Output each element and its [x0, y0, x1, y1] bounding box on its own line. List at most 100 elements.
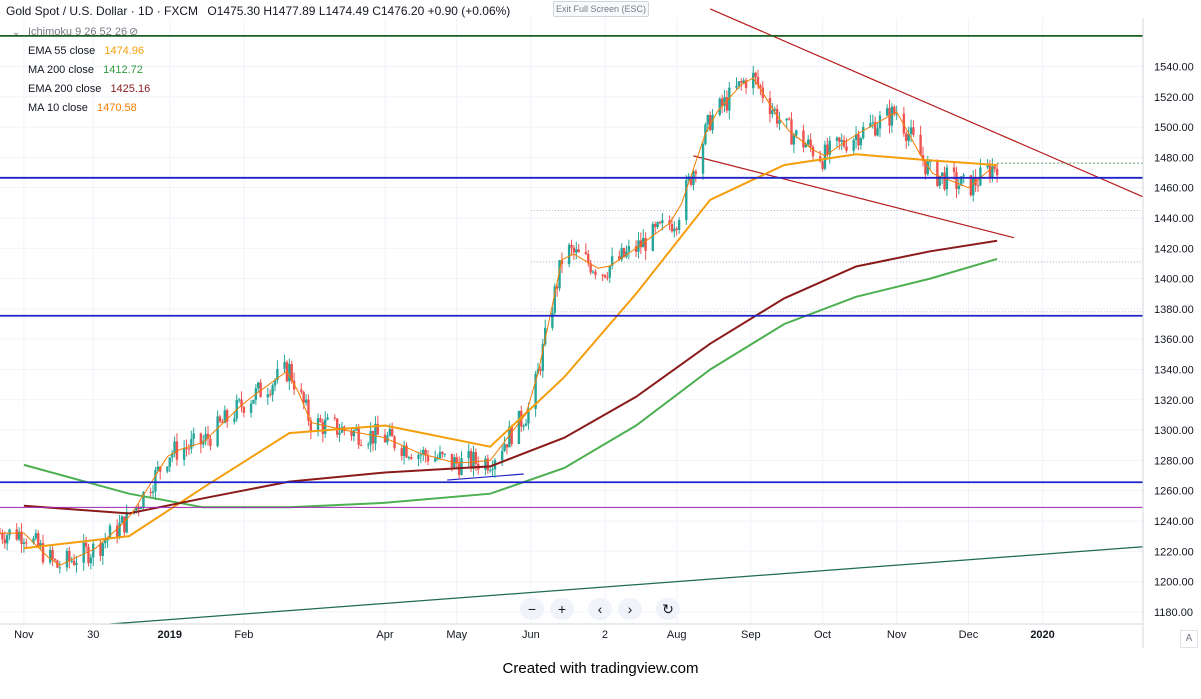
candle-body	[49, 549, 52, 563]
candle-body	[711, 114, 714, 130]
zoom-in-button[interactable]: +	[550, 598, 574, 620]
candle-body	[223, 410, 226, 423]
candle-body	[924, 160, 927, 175]
candle-body	[17, 531, 21, 540]
candle-body	[838, 137, 841, 142]
candle-body	[885, 108, 889, 116]
candle-body	[92, 543, 95, 558]
candle-body	[658, 222, 662, 224]
candle-body	[644, 237, 647, 251]
candle-body	[402, 445, 406, 456]
candle-body	[135, 506, 138, 511]
candle-body	[823, 144, 827, 169]
candle-body	[316, 418, 320, 432]
candle-body	[795, 130, 798, 136]
candle-body	[417, 454, 420, 459]
candle-body	[269, 394, 272, 396]
indicator-value: 1425.16	[110, 83, 151, 95]
candle-body	[216, 416, 219, 447]
candle-body	[859, 138, 863, 146]
candle-body	[759, 85, 762, 88]
price-tick-label: 1460.00	[1154, 183, 1194, 195]
time-tick-label: Dec	[959, 629, 979, 641]
visibility-hidden-icon[interactable]: ⊘	[129, 26, 139, 38]
time-tick-label: 2019	[158, 629, 182, 641]
candle-body	[1, 533, 4, 540]
time-tick-label: Nov	[14, 629, 34, 641]
candle-body	[407, 457, 411, 459]
candle-body	[912, 127, 915, 135]
indicator-value: 1470.58	[96, 102, 137, 114]
candle-body	[240, 399, 243, 408]
candle-body	[355, 428, 358, 431]
support-trendline	[693, 155, 1015, 239]
indicator-ichimoku[interactable]: Ichimoku 9 26 52 26	[28, 26, 127, 38]
candle-body	[438, 451, 442, 459]
candle-body	[37, 533, 40, 547]
indicator-label: EMA 200 close	[28, 83, 102, 95]
candle-body	[359, 444, 363, 446]
auto-scale-button[interactable]: A	[1180, 630, 1198, 648]
time-tick-label: 30	[87, 629, 99, 641]
candle-body	[221, 421, 224, 423]
candle-body	[828, 140, 831, 155]
candle-body	[472, 452, 475, 469]
scroll-left-button[interactable]: ‹	[588, 598, 612, 620]
scroll-right-button[interactable]: ›	[618, 598, 642, 620]
candle-body	[744, 80, 748, 89]
zoom-out-button[interactable]: −	[520, 598, 544, 620]
indicator-ma200[interactable]: MA 200 close 1412.72	[28, 64, 143, 76]
candle-body	[567, 244, 571, 265]
may-trendline	[447, 473, 524, 481]
chevron-down-icon[interactable]: ⌄	[12, 27, 21, 38]
candle-body	[594, 271, 597, 275]
candle-body	[491, 469, 494, 471]
candle-body	[943, 172, 946, 190]
time-tick-label: May	[446, 629, 467, 641]
candle-body	[589, 263, 592, 273]
indicator-ma10[interactable]: MA 10 close 1470.58	[28, 102, 137, 114]
candle-body	[634, 246, 638, 252]
candle-body	[854, 134, 858, 140]
exit-fullscreen-button[interactable]: Exit Full Screen (ESC)	[553, 1, 649, 17]
resistance-trendline	[709, 8, 1144, 198]
candle-body	[371, 430, 375, 444]
candle-body	[639, 240, 643, 248]
candle-body	[610, 256, 614, 266]
price-tick-label: 1320.00	[1154, 395, 1194, 407]
candle-body	[309, 420, 313, 432]
candle-body	[991, 166, 994, 179]
ema200-line	[23, 239, 998, 515]
chart-header: Gold Spot / U.S. Dollar · 1D · FXCM O147…	[6, 4, 510, 18]
candle-body	[290, 364, 293, 381]
candle-body	[166, 466, 169, 472]
time-tick-label: Jun	[522, 629, 540, 641]
candle-body	[151, 491, 155, 493]
candle-body	[541, 344, 545, 371]
candle-body	[5, 535, 9, 544]
candle-body	[388, 428, 391, 436]
candle-body	[534, 373, 537, 409]
candle-body	[986, 165, 989, 168]
candle-body	[15, 529, 18, 540]
indicator-ema55[interactable]: EMA 55 close 1474.96	[28, 45, 144, 57]
candle-body	[460, 458, 463, 475]
candle-body	[400, 448, 403, 456]
price-tick-label: 1180.00	[1154, 607, 1193, 619]
candle-body	[168, 457, 171, 467]
candle-body	[84, 542, 88, 547]
candle-body	[888, 108, 891, 126]
candle-body	[622, 248, 626, 257]
indicator-ema200[interactable]: EMA 200 close 1425.16	[28, 83, 150, 95]
candle-body	[443, 453, 446, 455]
candle-body	[118, 522, 121, 538]
candle-body	[756, 76, 760, 86]
candle-body	[962, 175, 965, 177]
reset-chart-button[interactable]: ↻	[656, 598, 680, 620]
candle-body	[878, 115, 882, 129]
candle-body	[376, 423, 380, 435]
candle-body	[288, 364, 291, 382]
candle-body	[369, 430, 372, 445]
candle-body	[601, 274, 604, 276]
